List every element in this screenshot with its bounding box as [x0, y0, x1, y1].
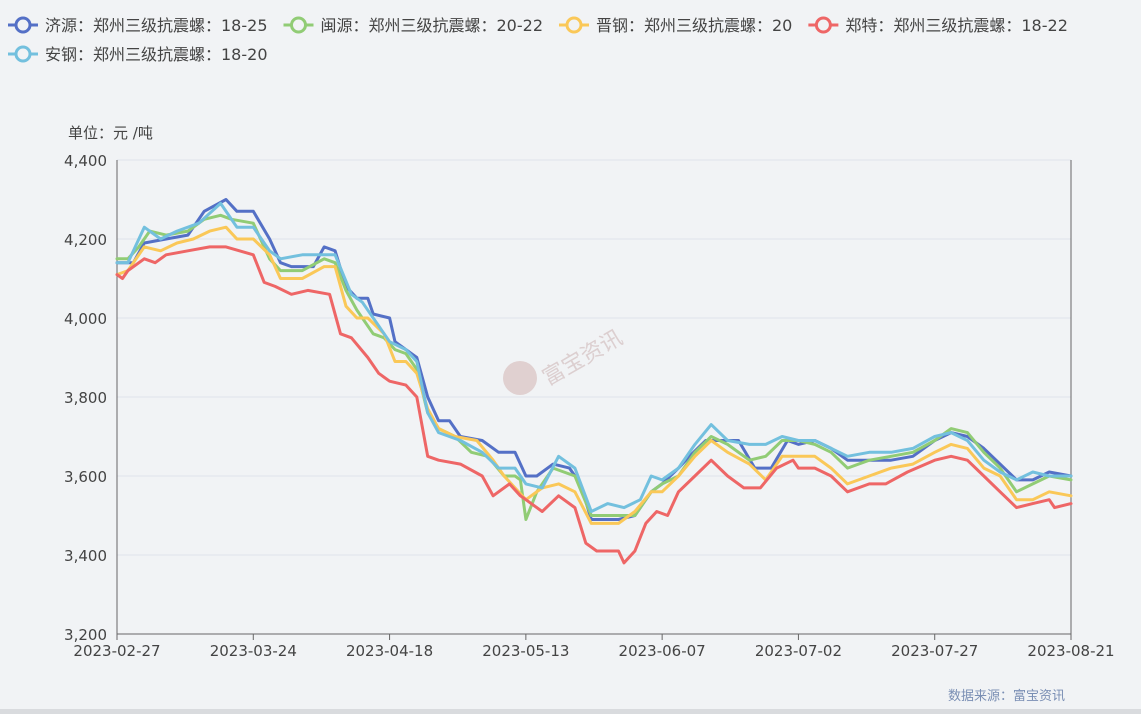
legend-item[interactable]: 闽源：郑州三级抗震螺：20-22 [283, 16, 544, 35]
x-tick-label: 2023-06-07 [619, 642, 706, 660]
y-tick-label: 4,200 [64, 231, 107, 249]
y-tick-label: 3,200 [64, 626, 107, 644]
x-tick-label: 2023-03-24 [210, 642, 297, 660]
y-tick-label: 3,400 [64, 547, 107, 565]
legend-label: 济源：郑州三级抗震螺：18-25 [45, 16, 268, 35]
bottom-bar [0, 709, 1141, 714]
series-line [115, 245, 1073, 565]
source-note: 数据来源：富宝资讯 [948, 688, 1065, 704]
x-tick-label: 2023-07-02 [755, 642, 842, 660]
legend-marker-icon [14, 45, 32, 63]
y-tick-label: 4,000 [64, 310, 107, 328]
legend-marker-icon [814, 16, 832, 34]
unit-label: 单位：元 /吨 [68, 124, 153, 142]
x-tick-label: 2023-05-13 [482, 642, 569, 660]
series-lines [115, 198, 1073, 565]
legend-item[interactable]: 济源：郑州三级抗震螺：18-25 [8, 16, 268, 35]
series-line [115, 198, 1073, 521]
legend-label: 晋钢：郑州三级抗震螺：20 [596, 16, 792, 35]
legend-item[interactable]: 安钢：郑州三级抗震螺：18-20 [8, 45, 268, 64]
legend-item[interactable]: 晋钢：郑州三级抗震螺：20 [559, 16, 792, 35]
x-tick-label: 2023-04-18 [346, 642, 433, 660]
chart-legend: 济源：郑州三级抗震螺：18-25 闽源：郑州三级抗震螺：20-22 晋钢：郑州三级抗… [8, 16, 1068, 64]
legend-marker-icon [565, 16, 583, 34]
watermark-logo-icon [503, 361, 537, 395]
series-line [115, 213, 1073, 521]
axes: 3,200 3,400 3,600 3,800 4,000 4,200 4,400 2023-… [64, 152, 1115, 660]
legend-label: 安钢：郑州三级抗震螺：18-20 [45, 45, 268, 64]
grid-lines [117, 159, 1071, 556]
x-tick-label: 2023-07-27 [891, 642, 978, 660]
watermark: 富宝资讯 [503, 326, 627, 395]
y-tick-label: 3,600 [64, 468, 107, 486]
watermark-text: 富宝资讯 [539, 326, 628, 392]
x-tick-label: 2023-08-21 [1027, 642, 1114, 660]
legend-marker-icon [290, 16, 307, 34]
y-tick-label: 3,800 [64, 389, 107, 407]
series-line [115, 201, 1073, 513]
x-tick-label: 2023-02-27 [73, 642, 160, 660]
legend-label: 闽源：郑州三级抗震螺：20-22 [321, 16, 544, 35]
y-tick-label: 4,400 [64, 152, 107, 170]
legend-marker-icon [14, 16, 32, 34]
legend-label: 郑特：郑州三级抗震螺：18-22 [845, 16, 1068, 35]
legend-item[interactable]: 郑特：郑州三级抗震螺：18-22 [808, 16, 1068, 35]
